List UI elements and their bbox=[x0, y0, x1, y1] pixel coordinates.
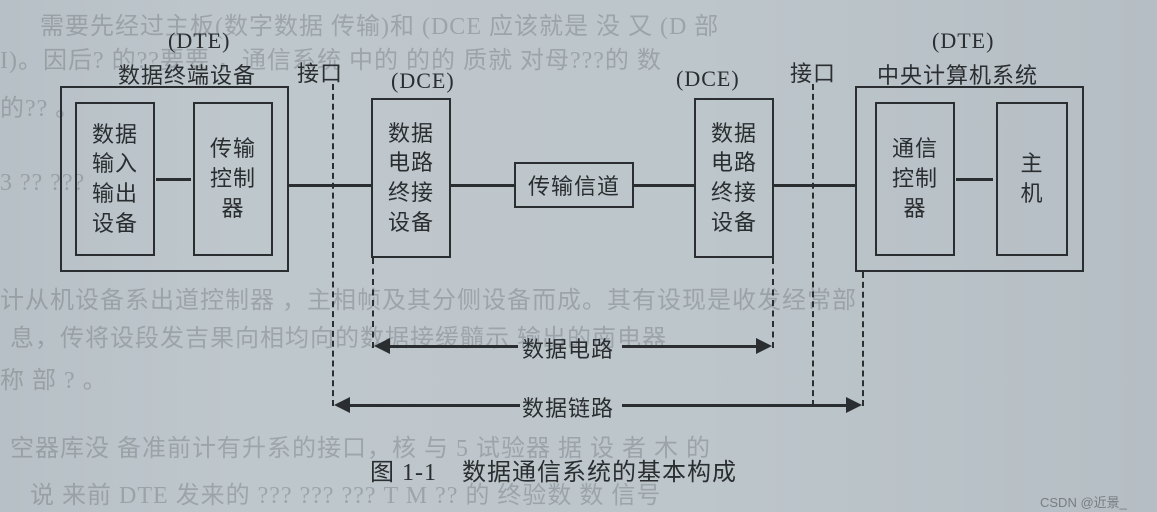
conn-dte-dce-left bbox=[289, 184, 371, 187]
conn-dte-right-inner bbox=[956, 178, 993, 181]
arrow-data-circuit-r bbox=[756, 338, 772, 354]
box-dce-left: 数据电路终接设备 bbox=[371, 98, 451, 258]
arrow-data-link-r bbox=[846, 397, 862, 413]
box-tx-controller: 传输控制器 bbox=[193, 102, 273, 256]
diagram-root: (DTE) 数据终端设备 接口 (DCE) (DCE) 接口 (DTE) 中央计… bbox=[0, 0, 1157, 512]
label-data-circuit: 数据电路 bbox=[522, 332, 614, 364]
text-channel: 传输信道 bbox=[528, 169, 620, 201]
text-host: 主机 bbox=[1020, 149, 1043, 208]
line-data-circuit-r bbox=[622, 345, 758, 348]
text-io-device: 数据输入输出设备 bbox=[92, 120, 138, 239]
text-dce-left: 数据电路终接设备 bbox=[388, 119, 434, 238]
dash-dce-right-down bbox=[772, 258, 774, 348]
box-host: 主机 bbox=[996, 102, 1068, 256]
box-io-device: 数据输入输出设备 bbox=[75, 102, 155, 256]
line-data-circuit-l bbox=[388, 345, 518, 348]
conn-dce-channel-r bbox=[634, 184, 694, 187]
line-data-link-r bbox=[622, 404, 848, 407]
line-data-link-l bbox=[348, 404, 520, 407]
label-interface-left: 接口 bbox=[297, 56, 343, 88]
label-data-link: 数据链路 bbox=[522, 391, 614, 423]
dash-dce-left-down bbox=[372, 258, 374, 348]
text-tx-controller: 传输控制器 bbox=[210, 134, 256, 223]
label-dte-right-paren: (DTE) bbox=[932, 28, 994, 54]
box-channel: 传输信道 bbox=[514, 162, 634, 208]
label-dte-left-paren: (DTE) bbox=[168, 28, 230, 54]
conn-dce-channel-l bbox=[451, 184, 514, 187]
conn-dce-dte-right bbox=[774, 184, 855, 187]
label-dce-left-paren: (DCE) bbox=[391, 68, 455, 94]
text-comm-controller: 通信控制器 bbox=[892, 134, 938, 223]
label-dce-right-paren: (DCE) bbox=[676, 66, 740, 92]
dash-interface-left bbox=[332, 84, 334, 406]
dash-dte-right-down bbox=[862, 272, 864, 406]
dash-interface-right bbox=[812, 84, 814, 406]
figure-caption: 图 1-1 数据通信系统的基本构成 bbox=[370, 452, 737, 487]
text-dce-right: 数据电路终接设备 bbox=[711, 119, 757, 238]
watermark: CSDN @近景_ bbox=[1040, 492, 1127, 511]
box-dce-right: 数据电路终接设备 bbox=[694, 98, 774, 258]
box-comm-controller: 通信控制器 bbox=[875, 102, 955, 256]
conn-dte-left-inner bbox=[156, 178, 191, 181]
